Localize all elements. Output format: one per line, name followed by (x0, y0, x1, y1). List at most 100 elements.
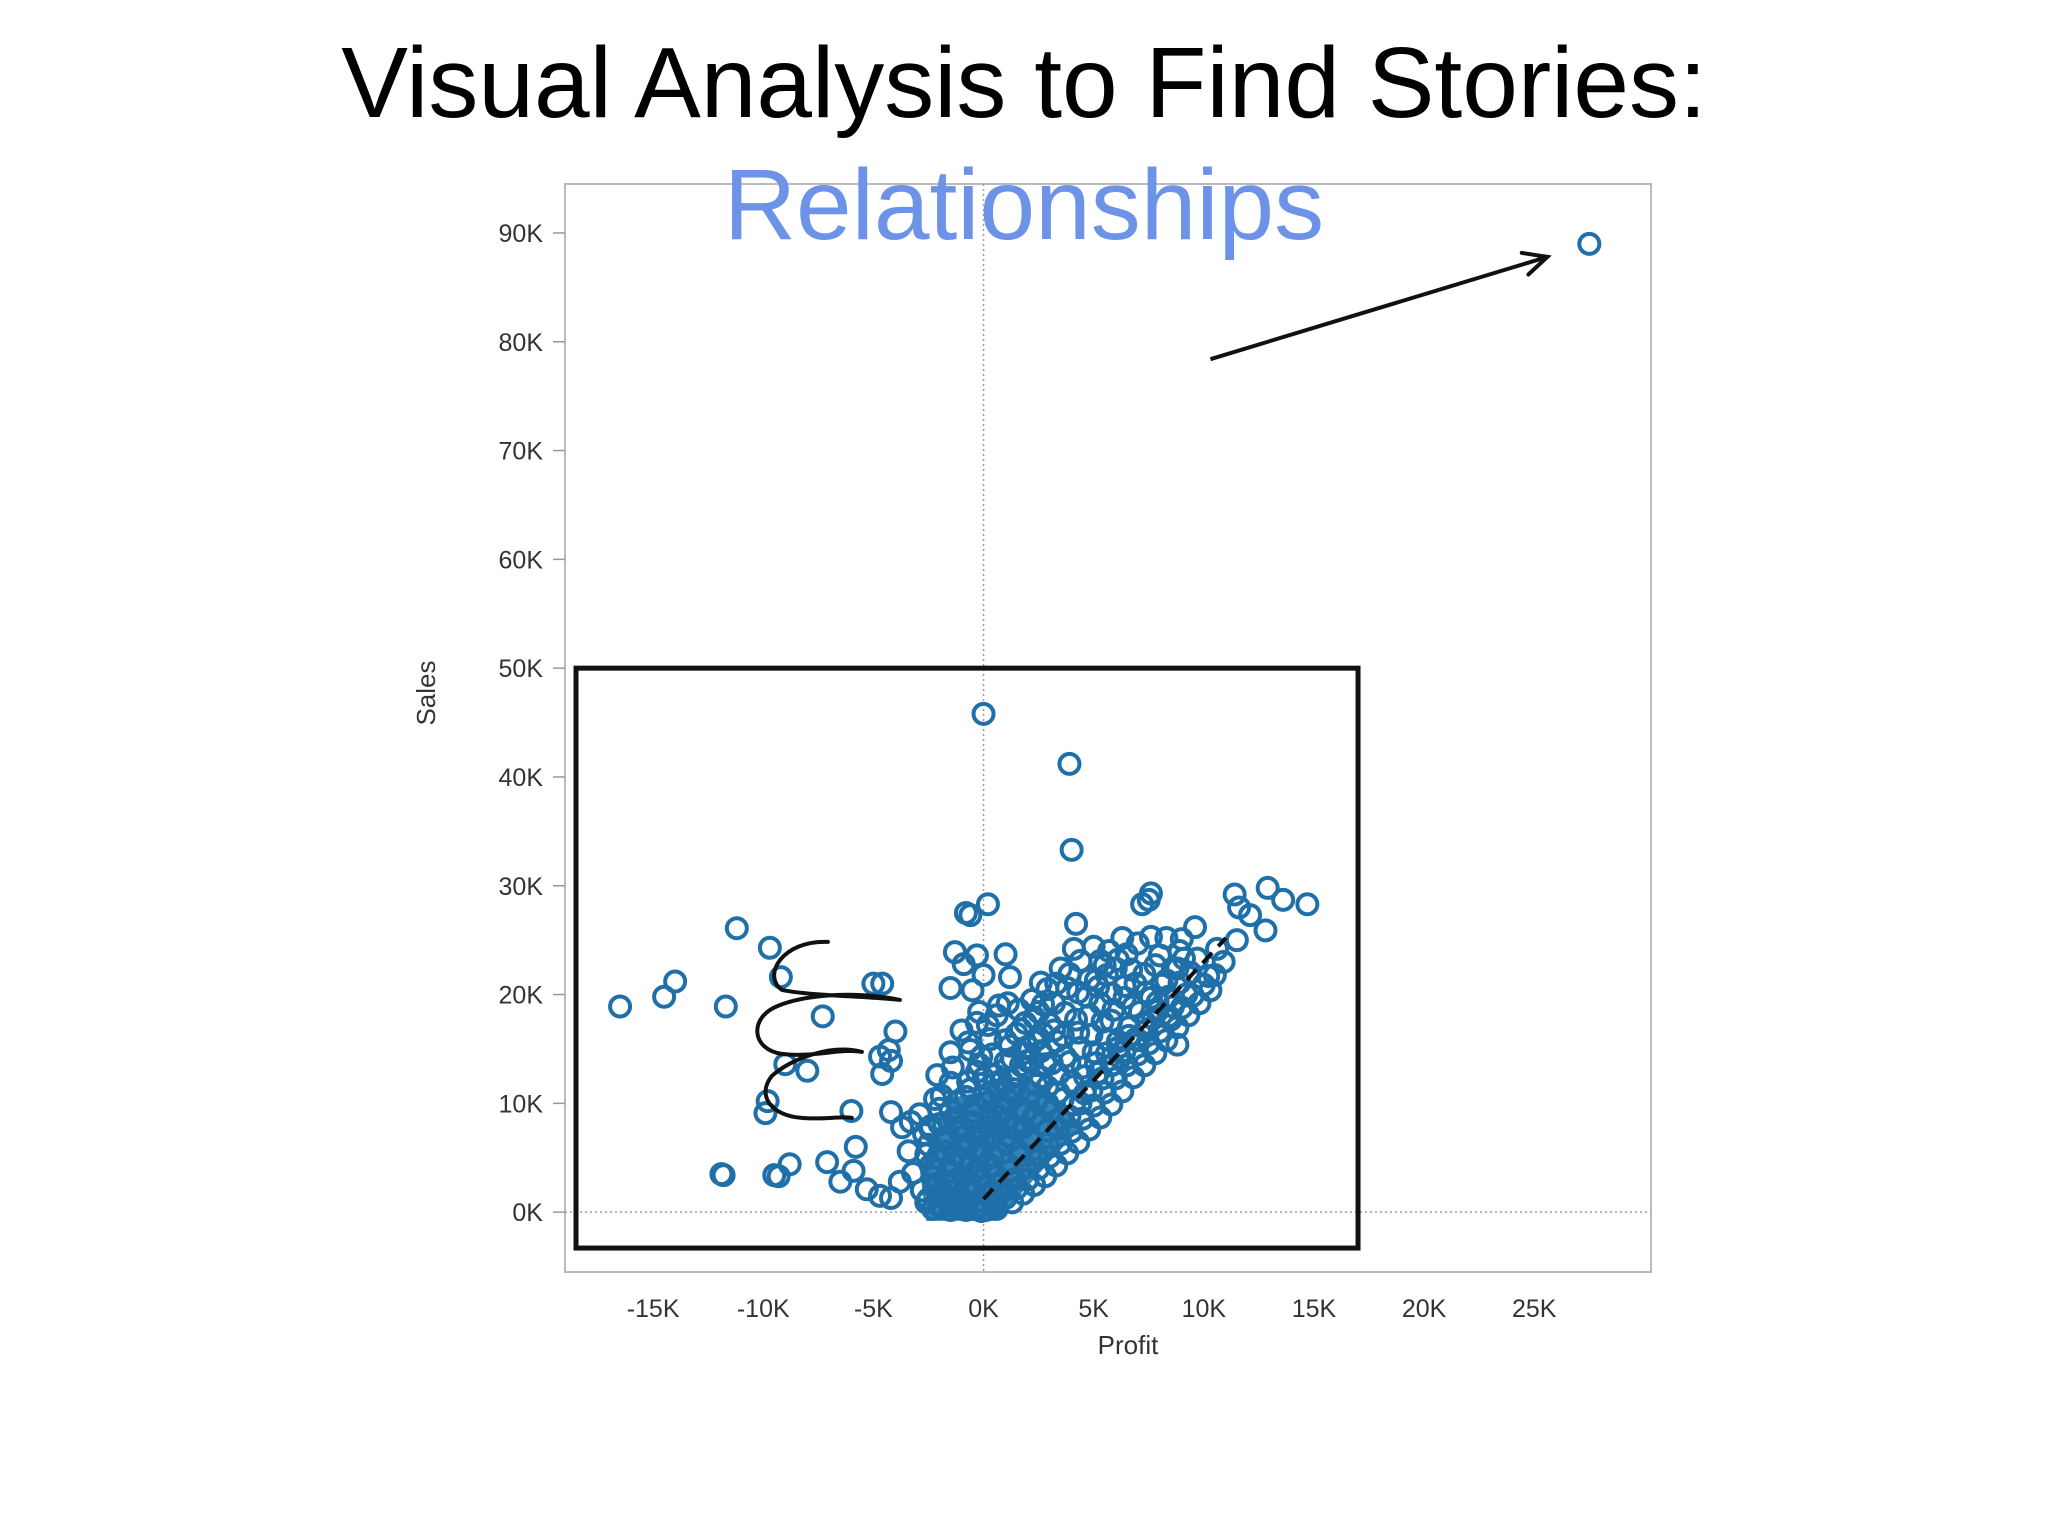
data-point (1064, 911, 1089, 936)
data-point (762, 1163, 787, 1188)
data-point (861, 971, 886, 996)
annotations (573, 250, 1552, 1251)
data-point (868, 1183, 893, 1208)
data-point (964, 943, 989, 968)
y-axis-title: Sales (411, 660, 441, 725)
data-point (868, 1044, 893, 1069)
data-point (938, 976, 963, 1001)
data-point (713, 994, 738, 1019)
arrow-shaft (1209, 254, 1549, 362)
data-point (956, 1069, 981, 1094)
data-point (993, 1028, 1018, 1053)
data-point (956, 1030, 981, 1055)
y-tick-label: 50K (499, 655, 544, 683)
data-point (1110, 925, 1135, 950)
arrow-head (1519, 250, 1552, 277)
data-point (810, 1004, 835, 1029)
data-point (1048, 956, 1073, 981)
data-point (942, 940, 967, 965)
x-axis: -15K -10K -5K 0K 5K 10K 15K 20K 25K (627, 1295, 1557, 1323)
data-point (975, 892, 1000, 917)
data-point (870, 1061, 895, 1086)
data-point (909, 1178, 934, 1203)
data-point (1053, 1001, 1078, 1026)
x-tick-label: 5K (1078, 1295, 1109, 1323)
data-point (956, 1155, 981, 1180)
x-tick-label: 25K (1512, 1295, 1557, 1323)
data-point (854, 1177, 879, 1202)
data-point (1088, 948, 1113, 973)
data-point (1044, 971, 1069, 996)
trend-line (982, 936, 1228, 1201)
data-point (839, 1098, 864, 1123)
data-point (997, 965, 1022, 990)
data-point (1253, 918, 1278, 943)
reference-lines (565, 184, 1651, 1272)
y-tick-label: 80K (499, 329, 544, 357)
y-tick-label: 40K (499, 764, 544, 792)
data-point (1031, 1021, 1056, 1046)
data-point (663, 969, 688, 994)
data-point (1238, 903, 1263, 928)
data-point (1222, 882, 1247, 907)
data-point (1130, 892, 1155, 917)
data-point (1255, 875, 1280, 900)
data-point (1057, 751, 1082, 776)
data-point (920, 1196, 945, 1221)
data-point (1028, 970, 1053, 995)
data-point (984, 1003, 1009, 1028)
slide-title: Visual Analysis to Find Stories: (341, 27, 1707, 139)
data-point (1059, 837, 1084, 862)
x-tick-label: -5K (854, 1295, 893, 1323)
y-tick-label: 70K (499, 438, 544, 466)
data-point (971, 701, 996, 726)
data-point (914, 1190, 939, 1215)
data-point (1121, 994, 1146, 1019)
data-point (1000, 1081, 1025, 1106)
data-point (1125, 931, 1150, 956)
data-point (1081, 1040, 1106, 1065)
data-point (1271, 887, 1296, 912)
y-tick-label: 10K (499, 1090, 544, 1118)
y-tick-label: 60K (499, 546, 544, 574)
data-point (1202, 962, 1227, 987)
data-point (1092, 953, 1117, 978)
plot-frame (564, 183, 1652, 1273)
data-point (967, 1118, 992, 1143)
highlight-box (573, 665, 1361, 1251)
data-point (1154, 968, 1179, 993)
data-point (870, 971, 895, 996)
data-point (1165, 1032, 1190, 1057)
y-tick-label: 90K (499, 220, 544, 248)
data-point (982, 1063, 1007, 1088)
y-tick-label: 20K (499, 982, 544, 1010)
data-point (960, 978, 985, 1003)
data-point (1066, 1020, 1091, 1045)
y-axis: 0K 10K 20K 30K 40K 50K 60K 70K 80K 90K (499, 220, 565, 1227)
slide-subtitle: Relationships (723, 149, 1325, 261)
data-point (958, 1170, 983, 1195)
data-point (953, 1197, 978, 1222)
data-point (1077, 967, 1102, 992)
data-point (709, 1162, 734, 1187)
data-point (755, 1089, 780, 1114)
data-point (757, 935, 782, 960)
data-point (1042, 1018, 1067, 1043)
data-point (652, 984, 677, 1009)
x-tick-label: 0K (968, 1295, 999, 1323)
y-tick-label: 0K (512, 1199, 543, 1227)
y-tick-label: 30K (499, 873, 544, 901)
data-point (958, 903, 983, 928)
data-point (1006, 997, 1031, 1022)
data-point (1081, 934, 1106, 959)
data-point (795, 1058, 820, 1083)
data-point (1178, 960, 1203, 985)
data-point (1577, 231, 1602, 256)
data-point (1020, 1047, 1045, 1072)
data-point (940, 1055, 965, 1080)
data-point (1099, 981, 1124, 1006)
x-tick-label: 10K (1182, 1295, 1227, 1323)
data-point (879, 1100, 904, 1125)
scribble-annotation (755, 939, 902, 1121)
data-point (938, 1197, 963, 1222)
